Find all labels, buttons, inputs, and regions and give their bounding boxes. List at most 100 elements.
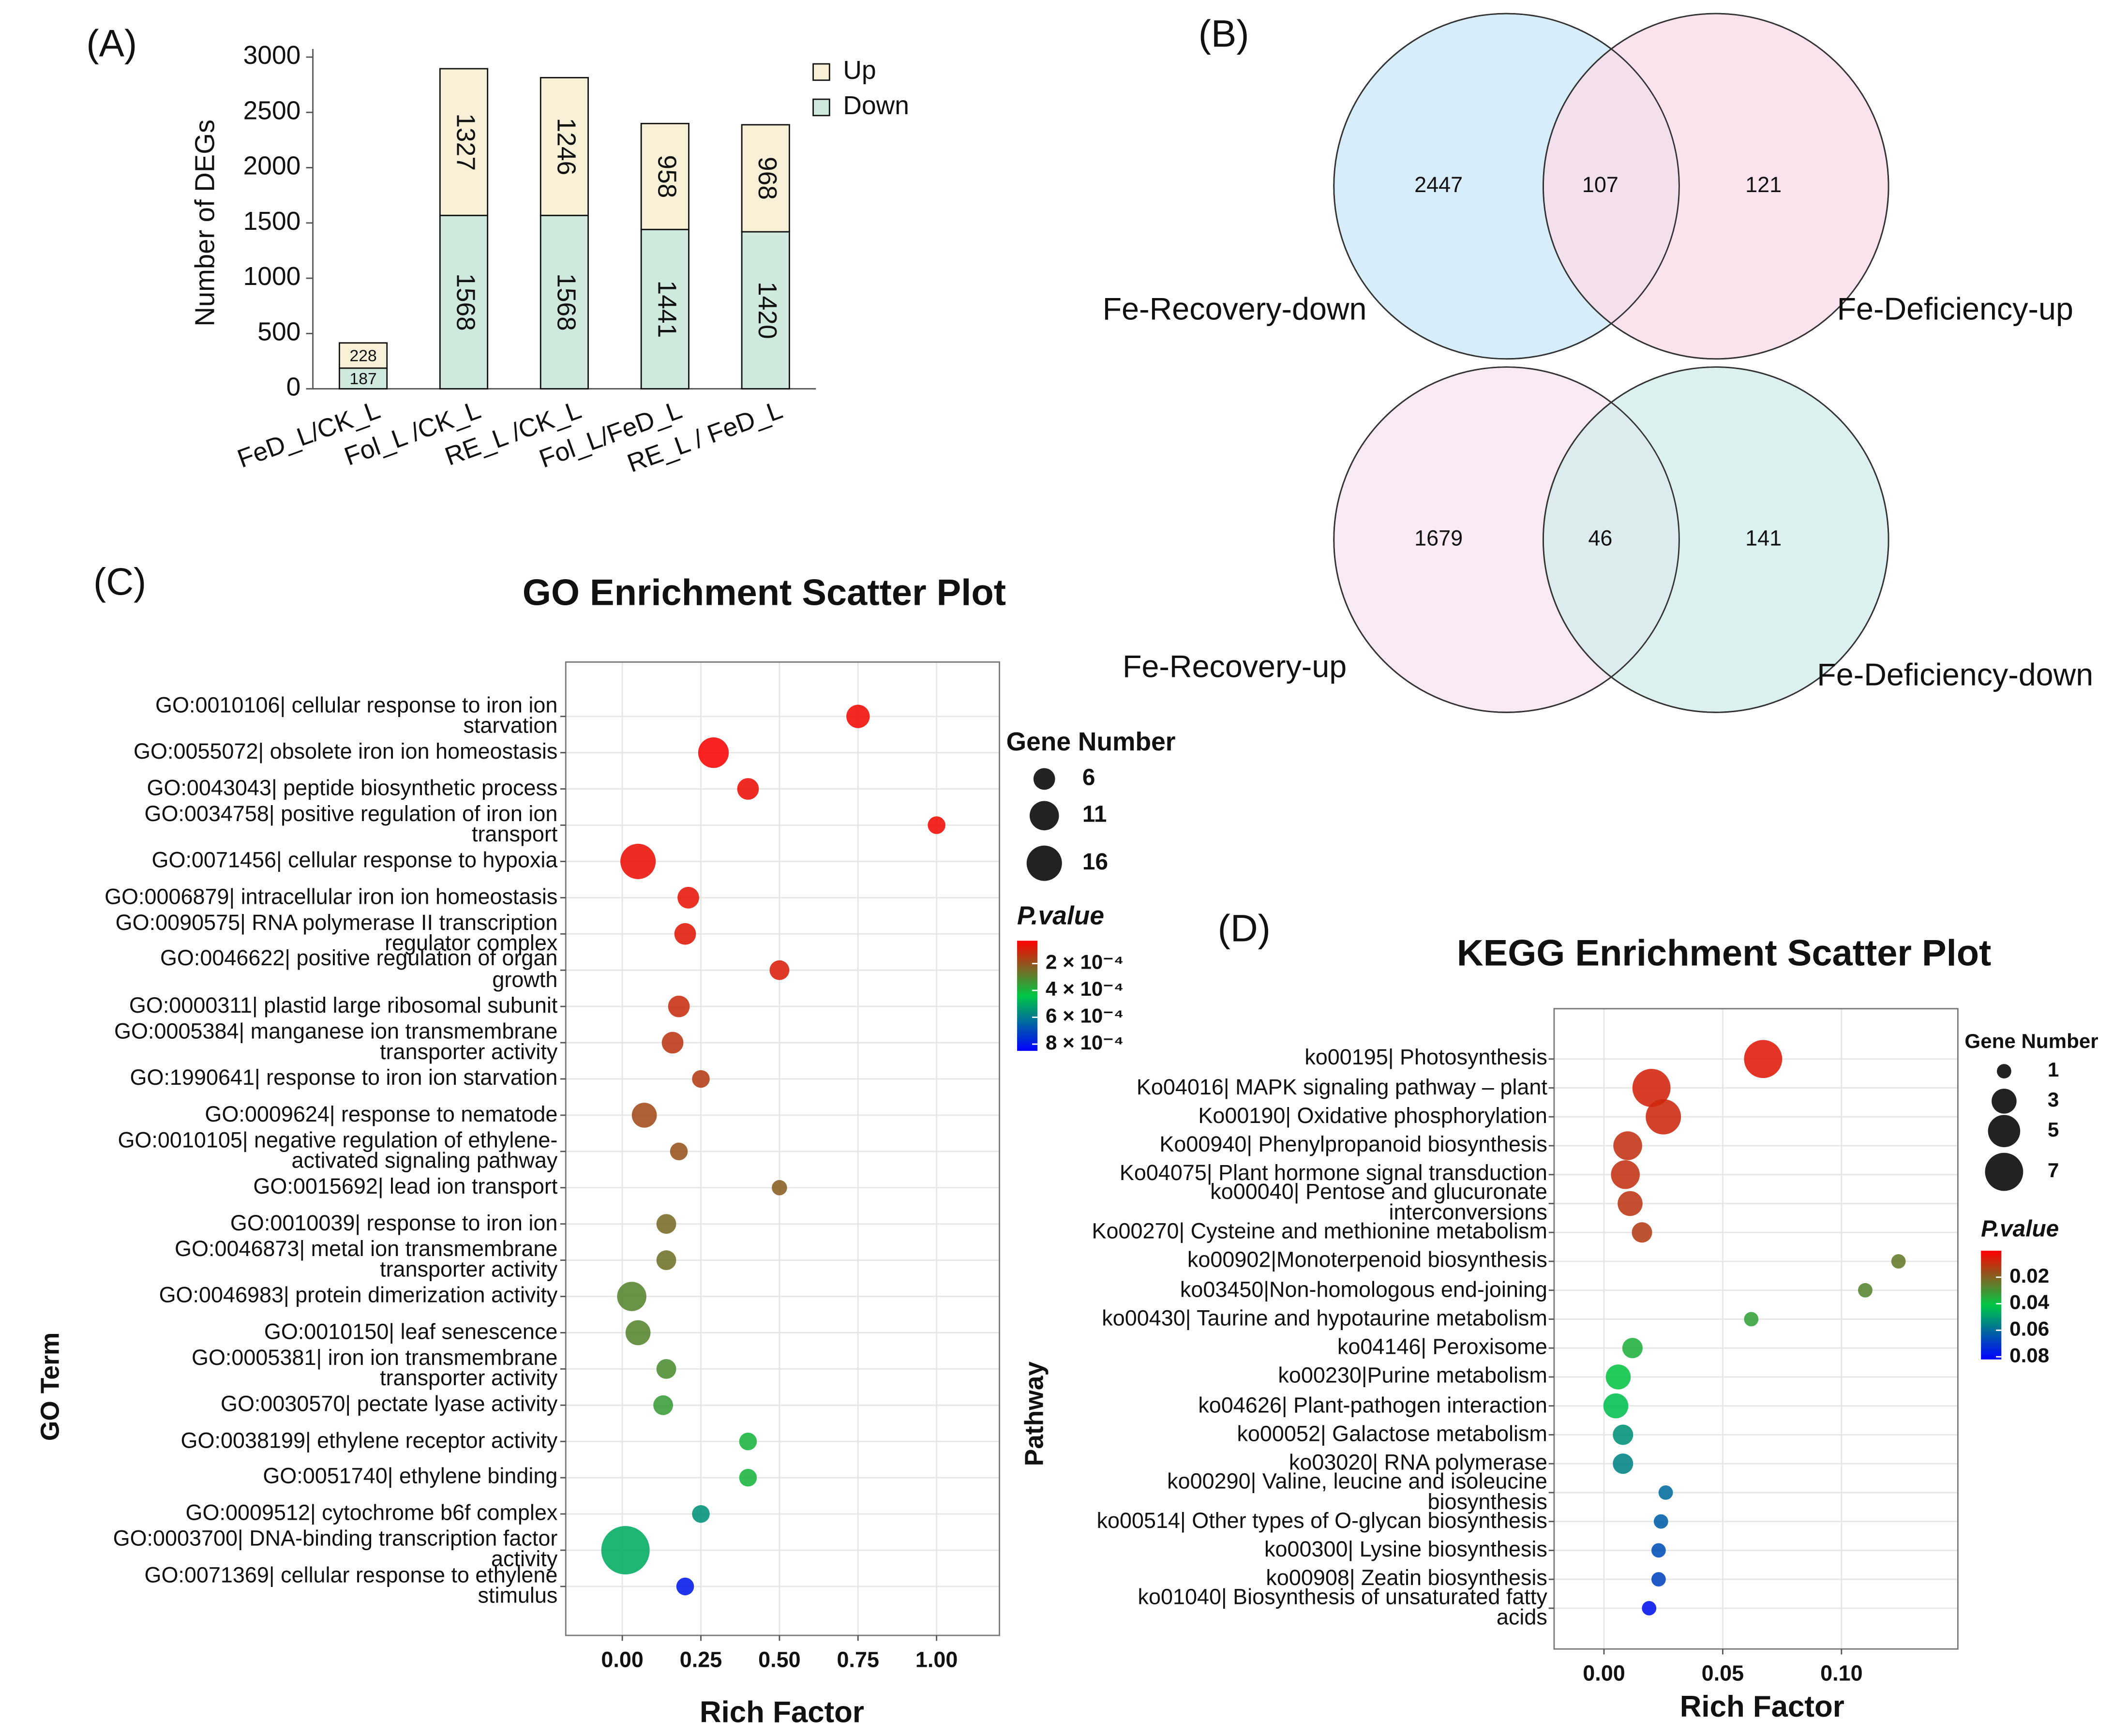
value-label: 1441 (652, 281, 681, 338)
y-tick-label-box: GO:0090575| RNA polymerase II transcript… (116, 913, 558, 955)
y-tick-label-box: Ko00270| Cysteine and methionine metabol… (1092, 1221, 1547, 1243)
y-tick-label-box: ko04146| Peroxisome (1337, 1337, 1547, 1359)
x-tick-label: 1.00 (915, 1647, 958, 1672)
legend-swatch (812, 63, 830, 81)
size-legend-title: Gene Number (1964, 1030, 2098, 1052)
size-legend-label: 16 (1082, 849, 1108, 875)
chart-title: KEGG Enrichment Scatter Plot (1457, 932, 1991, 973)
y-tick-label: ko01040| Biosynthesis of unsaturated fat… (1138, 1586, 1547, 1630)
y-tick-label-box: GO:0046873| metal ion transmembrane tran… (175, 1239, 557, 1282)
size-legend-circle (1988, 1115, 2021, 1147)
y-tick-label: 1500 (243, 207, 301, 236)
bubble (677, 886, 699, 909)
bubble (846, 704, 870, 728)
y-tick-label-box: Ko04016| MAPK signaling pathway – plant (1137, 1077, 1547, 1099)
y-tick-label: GO:0009624| response to nematode (205, 1103, 558, 1127)
panel-label: (B) (1199, 13, 1249, 55)
colorbar-tick-label: 6 × 10⁻⁴ (1046, 1004, 1124, 1027)
bar-segment (640, 122, 689, 230)
bar-segment (539, 214, 589, 389)
y-tick-label: GO:0038199| ethylene receptor activity (180, 1430, 558, 1453)
y-tick-label: GO:0005381| iron ion transmembrane trans… (192, 1347, 558, 1391)
chart-title: GO Enrichment Scatter Plot (523, 572, 1006, 614)
venn-outline (1543, 13, 1889, 360)
y-tick-label: GO:0010150| leaf senescence (264, 1321, 558, 1345)
y-tick-label: GO:0051740| ethylene binding (263, 1466, 558, 1489)
size-legend-circle (1985, 1152, 2023, 1191)
value-label: 1246 (552, 118, 580, 176)
bubble (1651, 1572, 1666, 1587)
y-tick-label: 0 (286, 373, 301, 402)
y-tick-label-box: ko00514| Other types of O-glycan biosynt… (1097, 1511, 1547, 1532)
bubble (656, 1359, 676, 1379)
y-tick-label-box: GO:0000311| plastid large ribosomal subu… (129, 995, 557, 1017)
plot-background (566, 662, 1000, 1636)
y-tick-label: GO:1990641| response to iron ion starvat… (130, 1067, 558, 1091)
y-tick-label: ko00052| Galactose metabolism (1237, 1423, 1547, 1447)
bar-segment (439, 68, 489, 216)
y-tick-label: GO:0006879| intracellular iron ion homeo… (105, 886, 558, 909)
y-tick-label-box: GO:0055072| obsolete iron ion homeostasi… (134, 742, 557, 763)
y-tick-label-box: ko01040| Biosynthesis of unsaturated fat… (1138, 1586, 1547, 1630)
y-axis-label: Pathway (1020, 1362, 1049, 1467)
y-axis-label: Number of DEGs (189, 120, 220, 327)
y-tick-label: GO:0071456| cellular response to hypoxia (151, 850, 558, 873)
venn-count: 121 (1745, 172, 1782, 197)
y-tick-label: 2500 (243, 96, 301, 125)
y-tick-label: 3000 (243, 41, 301, 70)
y-tick-label-box: GO:0034758| positive regulation of iron … (144, 804, 557, 846)
y-tick-label-box: GO:0015692| lead ion transport (253, 1177, 557, 1198)
venn-set-label: Fe-Deficiency-down (1817, 657, 2093, 692)
x-tick-label: 0.00 (1583, 1661, 1625, 1685)
bubble (661, 1032, 684, 1054)
y-tick-label: GO:0010106| cellular response to iron io… (155, 694, 558, 738)
color-legend-title: P.value (1981, 1216, 2059, 1242)
y-tick-label-box: GO:0005384| manganese ion transmembrane … (114, 1021, 557, 1064)
bubble (737, 778, 759, 800)
venn-set-label: Fe-Recovery-down (1103, 291, 1367, 326)
value-label: 1568 (552, 273, 580, 331)
size-legend-label: 5 (2048, 1118, 2059, 1141)
venn-outline (1333, 366, 1680, 713)
colorbar-tick-label: 0.02 (2009, 1264, 2049, 1287)
size-legend-circle (1997, 1064, 2011, 1078)
bubble (601, 1526, 650, 1575)
y-tick-label: Ko00940| Phenylpropanoid biosynthesis (1159, 1134, 1547, 1157)
y-tick-label-box: GO:0010039| response to iron ion (230, 1213, 557, 1235)
y-tick-label-box: GO:0071369| cellular response to ethylen… (144, 1565, 557, 1608)
y-tick-label-box: GO:1990641| response to iron ion starvat… (130, 1067, 558, 1091)
y-tick-label: Ko04075| Plant hormone signal transducti… (1119, 1163, 1547, 1186)
y-tick-label-box: GO:0009624| response to nematode (205, 1103, 558, 1127)
bubble (1622, 1338, 1643, 1359)
colorbar (1017, 941, 1038, 1051)
y-tick-label-box: Ko04075| Plant hormone signal transducti… (1119, 1163, 1547, 1186)
y-tick-label-box: GO:0010105| negative regulation of ethyl… (118, 1130, 557, 1173)
bubble (739, 1432, 757, 1451)
y-tick-label-box: GO:0046983| protein dimerization activit… (159, 1286, 558, 1307)
colorbar-tick-label: 0.08 (2009, 1344, 2049, 1366)
x-tick-label: 0.25 (680, 1647, 722, 1672)
venn-outline (1333, 13, 1680, 360)
plot-border (1553, 1008, 1959, 1650)
bubble (668, 995, 690, 1018)
y-tick-label-box: GO:0010106| cellular response to iron io… (155, 694, 558, 738)
bubble (692, 1070, 710, 1088)
value-label: 1327 (451, 113, 480, 171)
size-legend-label: 1 (2048, 1058, 2059, 1081)
bubble (1651, 1543, 1666, 1558)
y-tick-label-box: ko03020| RNA polymerase (1289, 1452, 1547, 1474)
y-tick-label: ko04626| Plant-pathogen interaction (1198, 1394, 1547, 1418)
bubble (928, 816, 945, 834)
y-tick-label: 1000 (243, 262, 301, 291)
y-tick-label-box: GO:0043043| peptide biosynthetic process (147, 778, 557, 800)
size-legend-title: Gene Number (1006, 728, 1176, 756)
panel-label: (A) (86, 22, 137, 64)
x-tick-label: 0.50 (758, 1647, 800, 1672)
y-tick-label: ko00230|Purine metabolism (1278, 1365, 1547, 1389)
bubble (676, 1577, 694, 1596)
legend-swatch (812, 98, 830, 117)
bubble (1642, 1601, 1657, 1616)
venn-count: 46 (1588, 525, 1612, 550)
y-tick-label-box: GO:0003700| DNA-binding transcription fa… (113, 1529, 558, 1571)
bubble (656, 1214, 676, 1234)
